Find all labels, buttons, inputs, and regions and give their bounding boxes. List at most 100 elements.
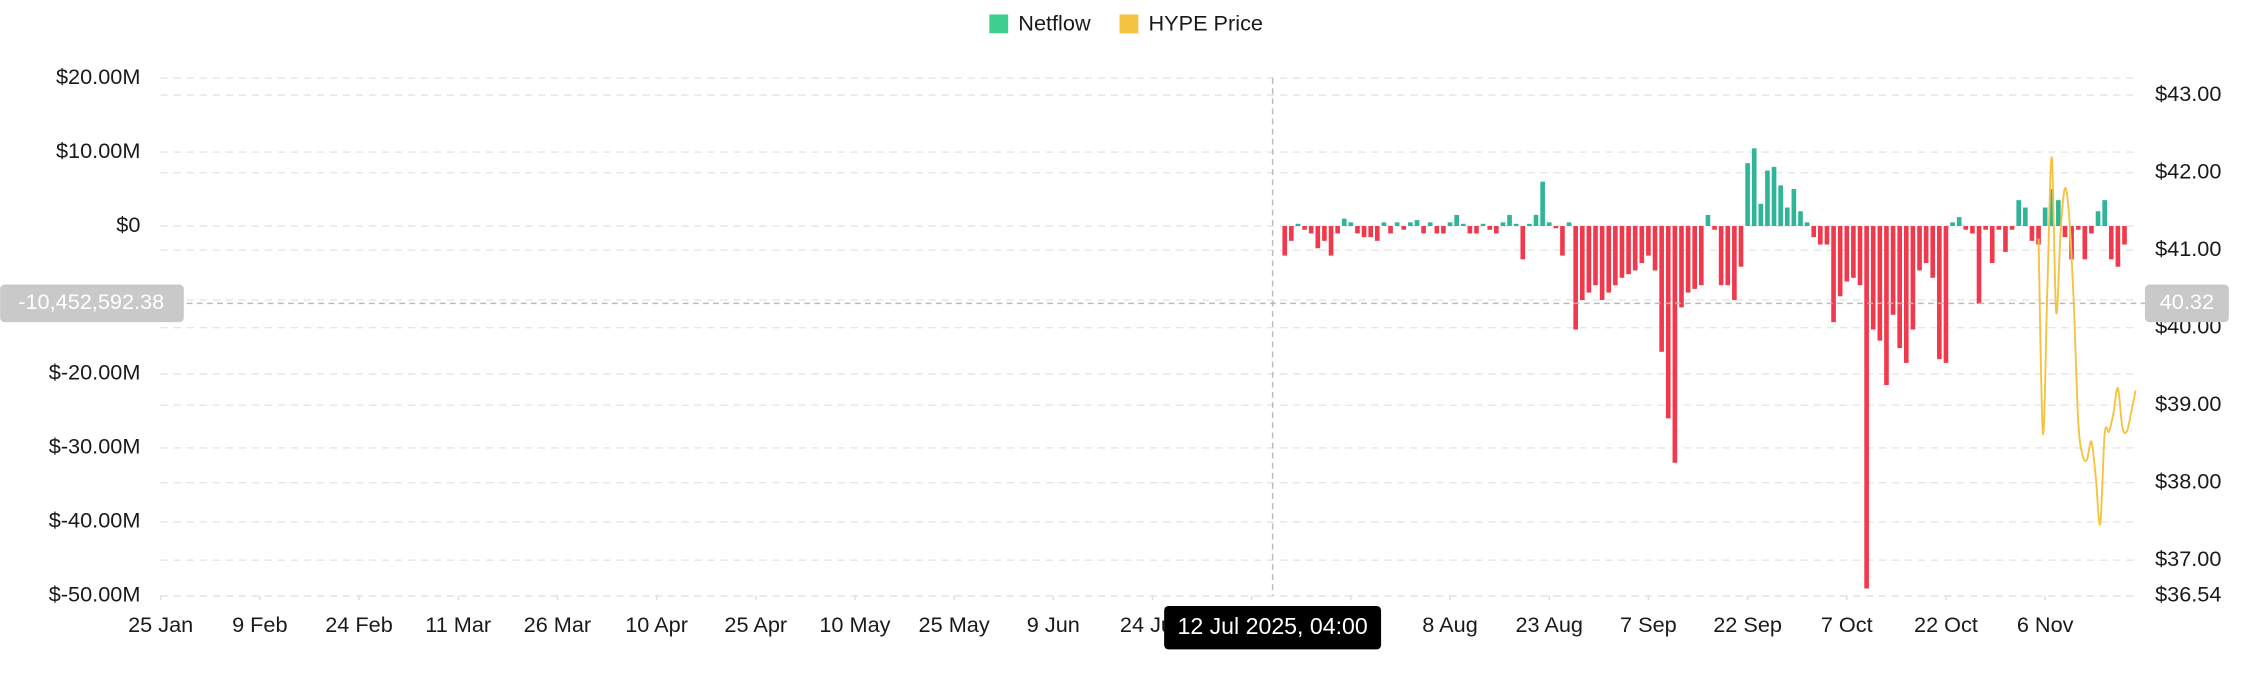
bar — [1923, 226, 1929, 264]
bar — [1507, 214, 1512, 227]
bar — [1639, 226, 1645, 264]
bar — [1963, 226, 1969, 230]
bar — [1394, 222, 1400, 227]
bar — [2122, 226, 2127, 245]
bar — [1950, 222, 1955, 227]
bar — [1566, 222, 1572, 227]
bar — [1738, 226, 1744, 267]
y-tick-label: $20.00M — [56, 64, 140, 89]
x-tick-label: 25 Jan — [128, 612, 193, 637]
bar — [2115, 226, 2121, 267]
y2-tick-label: $39.00 — [2155, 391, 2221, 416]
x-tick-label: 9 Jun — [1027, 612, 1080, 637]
bar — [1970, 226, 1975, 234]
y2-tick-label: $38.00 — [2155, 468, 2221, 493]
bar — [1818, 226, 1823, 245]
bar — [1910, 226, 1916, 330]
bar — [1421, 226, 1426, 234]
bar — [1494, 226, 1499, 234]
bar — [2108, 226, 2114, 260]
x-tick-label: 10 May — [819, 612, 890, 637]
bar — [1593, 226, 1598, 286]
bar — [1983, 226, 1988, 230]
bar — [1784, 207, 1790, 227]
bar — [2089, 226, 2094, 234]
bar — [1884, 226, 1889, 386]
bar — [1930, 226, 1936, 278]
bar — [2049, 189, 2055, 227]
bar — [1665, 226, 1671, 419]
x-tick-label: 9 Feb — [232, 612, 287, 637]
bar — [1613, 226, 1618, 286]
bar — [1751, 148, 1757, 227]
y-tick-label: $0 — [116, 212, 140, 237]
bar — [1718, 226, 1724, 286]
legend-swatch — [989, 14, 1009, 34]
crosshair-y2-box — [2144, 284, 2229, 323]
crosshair-x-label: 12 Jul 2025, 04:00 — [1177, 613, 1367, 639]
bar — [1937, 226, 1942, 360]
bar — [2056, 200, 2061, 227]
x-tick-label: 8 Aug — [1422, 612, 1477, 637]
x-tick-label: 22 Oct — [1914, 612, 1978, 637]
bar — [1870, 226, 1876, 330]
bar — [1778, 185, 1783, 227]
bar — [1844, 226, 1850, 282]
legend-label: Netflow — [1018, 10, 1091, 35]
bar — [1520, 226, 1526, 260]
x-tick-label: 22 Sep — [1713, 612, 1782, 637]
bar — [1692, 226, 1698, 289]
bar — [1328, 226, 1334, 256]
bar — [1837, 226, 1843, 297]
bar — [1401, 226, 1407, 230]
bar — [1619, 226, 1625, 278]
bar — [1798, 211, 1803, 227]
legend: Netflow HYPE Price — [989, 10, 1263, 35]
bar — [1725, 226, 1731, 286]
bar — [1606, 226, 1612, 293]
bar — [1917, 226, 1922, 271]
bar — [1811, 226, 1817, 238]
x-tick-label: 6 Nov — [2017, 612, 2074, 637]
bar — [1553, 226, 1559, 229]
bar — [2102, 200, 2107, 227]
legend-label: HYPE Price — [1148, 10, 1263, 35]
y-tick-label: $-30.00M — [49, 434, 141, 459]
bar — [1467, 226, 1473, 234]
bar — [2082, 226, 2088, 260]
bar — [1586, 226, 1592, 293]
bar — [1434, 226, 1440, 234]
bar — [1712, 226, 1717, 230]
bar — [1685, 226, 1691, 293]
y-tick-label: $10.00M — [56, 138, 140, 163]
x-tick-label: 26 Mar — [524, 612, 592, 637]
bar — [2022, 207, 2028, 227]
bar — [1943, 226, 1949, 363]
bar — [1441, 226, 1446, 234]
bar — [2016, 200, 2022, 227]
bar — [1791, 189, 1797, 227]
x-tick-label: 24 Feb — [325, 612, 393, 637]
bar — [1282, 226, 1288, 256]
bar — [1732, 226, 1737, 300]
bar — [1560, 226, 1565, 256]
bar — [1579, 226, 1585, 300]
bar — [1348, 222, 1354, 227]
bar — [1427, 222, 1433, 227]
bar — [2062, 226, 2068, 238]
y-tick-label: $-20.00M — [49, 360, 141, 385]
bar — [1976, 226, 1982, 304]
bar — [1513, 223, 1519, 227]
bar — [1487, 226, 1493, 230]
bar — [1956, 217, 1962, 227]
bar — [1745, 163, 1750, 227]
bar — [1295, 223, 1301, 227]
bar — [1289, 226, 1294, 241]
bar — [1705, 214, 1711, 227]
y-tick-label: $-40.00M — [49, 508, 141, 533]
bar — [2029, 226, 2035, 241]
bar — [1652, 226, 1658, 271]
bar — [1454, 214, 1459, 227]
bar — [1632, 226, 1638, 271]
